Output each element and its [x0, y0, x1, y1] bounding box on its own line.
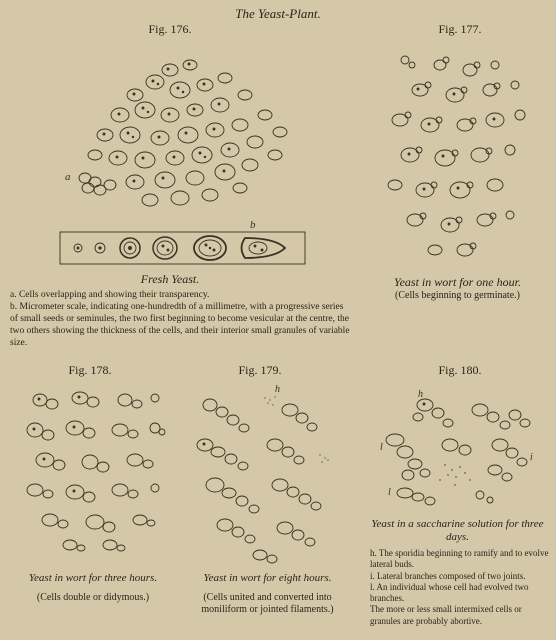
fig178-label: Fig. 178. — [50, 363, 130, 378]
svg-text:h: h — [418, 389, 423, 400]
fig180-illustration: h l i l — [370, 385, 545, 515]
page-root: The Yeast-Plant. Fig. 176. Fig. 177. — [0, 0, 556, 640]
fig179-caption-sub: (Cells united and converted into monilif… — [180, 592, 355, 616]
svg-text:i: i — [530, 452, 533, 463]
fig177-caption-title: Yeast in wort for one hour. — [370, 275, 545, 290]
fig176-caption-title: Fresh Yeast. — [100, 272, 240, 287]
svg-text:h: h — [275, 384, 280, 395]
fig177-caption-sub: (Cells beginning to germinate.) — [370, 290, 545, 301]
fig178-caption-title: Yeast in wort for three hours. — [8, 572, 178, 584]
svg-text:a: a — [65, 171, 71, 183]
fig179-label: Fig. 179. — [220, 363, 300, 378]
fig178-caption-sub: (Cells double or didymous.) — [8, 592, 178, 603]
svg-text:l: l — [380, 442, 383, 453]
svg-text:b: b — [250, 219, 256, 231]
fig177-label: Fig. 177. — [420, 22, 500, 37]
page-title: The Yeast-Plant. — [0, 0, 556, 22]
fig177-illustration — [370, 40, 545, 265]
fig179-illustration: h — [180, 380, 350, 565]
fig180-caption-title: Yeast in a saccharine solution for three… — [365, 518, 550, 544]
fig180-legend: h. The sporidia beginning to ramify and … — [370, 548, 550, 627]
fig176-label: Fig. 176. — [130, 22, 210, 37]
fig179-caption-title: Yeast in wort for eight hours. — [180, 572, 355, 584]
fig176-caption-body: a. Cells overlapping and showing their t… — [10, 290, 350, 349]
fig180-label: Fig. 180. — [420, 363, 500, 378]
svg-text:l: l — [388, 487, 391, 498]
fig176-illustration: a b — [40, 40, 325, 270]
fig178-illustration — [10, 380, 175, 555]
